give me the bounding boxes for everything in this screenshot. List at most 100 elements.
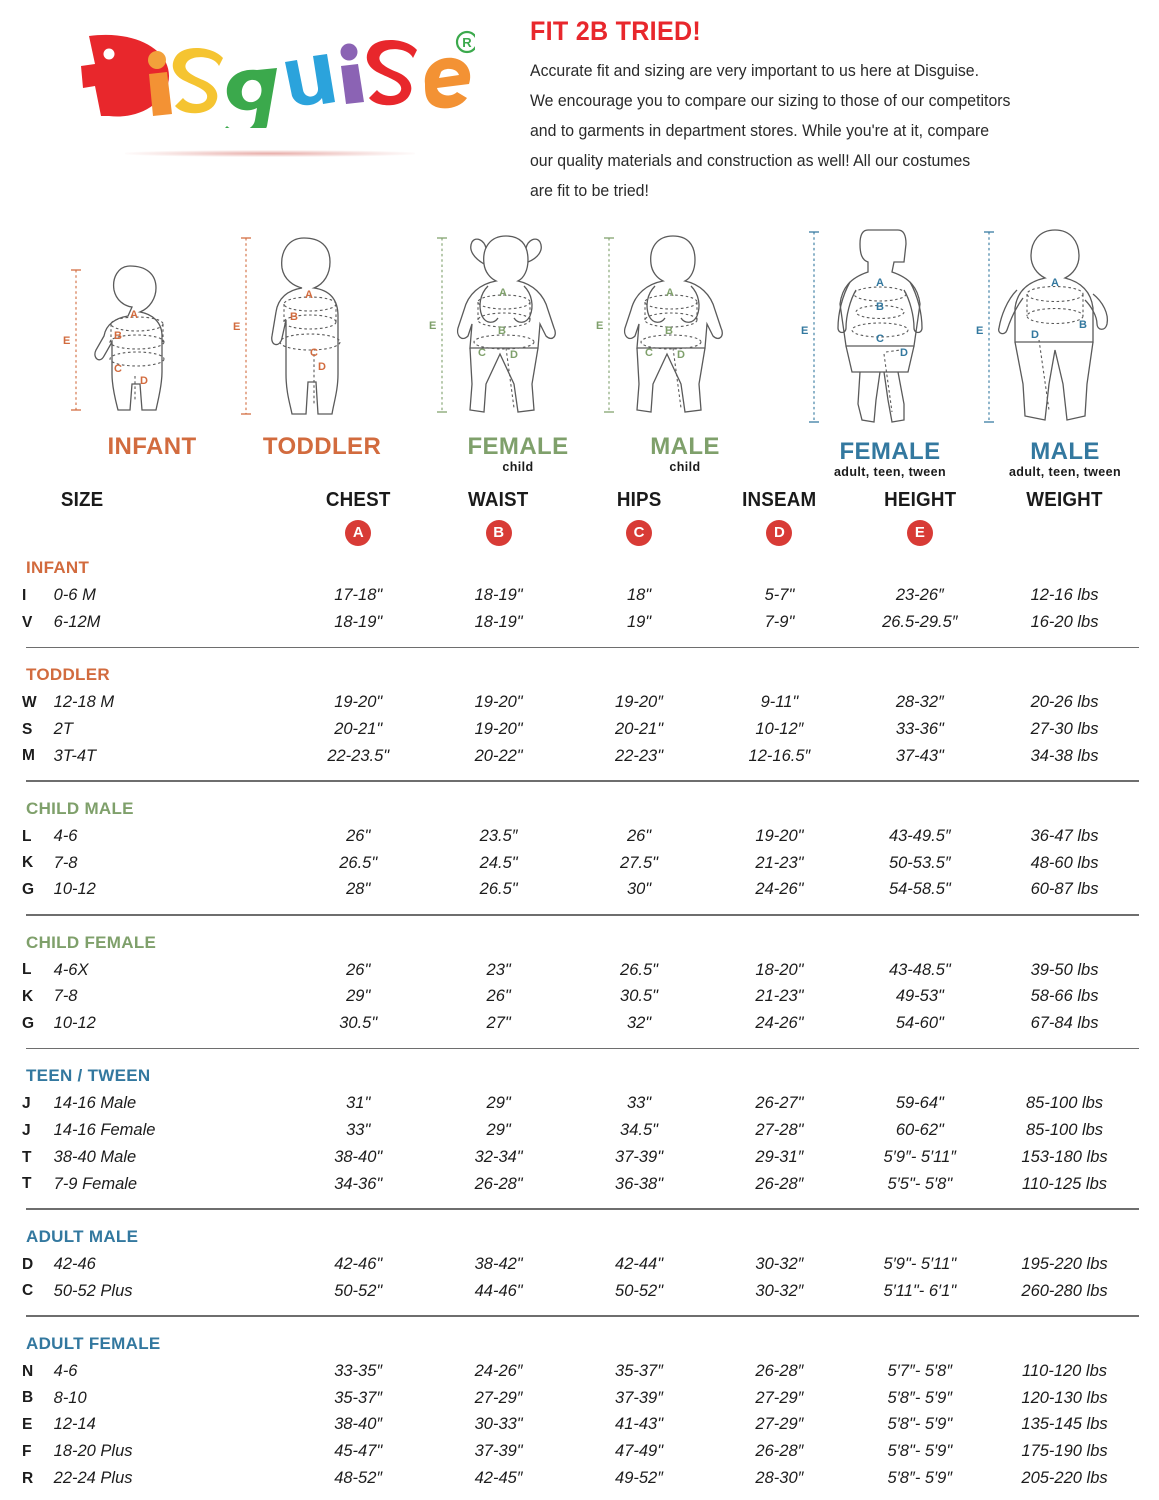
label-C: C xyxy=(114,363,122,375)
label-D: D xyxy=(1031,329,1039,341)
badge-b-icon: B xyxy=(485,520,512,547)
intro-line-4: our quality materials and construction a… xyxy=(530,152,971,171)
cell-waist: 26-28" xyxy=(474,1174,523,1193)
table-row: T 7-9 Female 34-36" 26-28" 36-38" 26-28″ 5′5"-… xyxy=(20,1171,1139,1198)
table-row: I 0-6 M 17-18" 18-19" 18" 5-7" 23-26″ 12-16 lbs xyxy=(20,582,1139,609)
table-row: L 4-6 26" 23.5″ 26" 19-20" 43-49.5″ 36-47 lbs xyxy=(20,823,1139,850)
figure-caption-infant: INFANT xyxy=(62,434,242,459)
figure-male-child: E A B C D MALE child xyxy=(595,224,775,474)
row-key: T xyxy=(22,1175,32,1193)
cell-hips: 32" xyxy=(626,1014,652,1033)
cell-hips: 27.5" xyxy=(620,853,659,872)
group-spacer xyxy=(20,1210,1139,1227)
figure-label: FEMALE xyxy=(467,433,569,461)
intro-title: FIT 2B TRIED! xyxy=(530,16,702,46)
header-spacer xyxy=(21,489,47,520)
cell-chest: 30.5" xyxy=(339,1014,378,1033)
table-row: N 4-6 33-35″ 24-26″ 35-37″ 26-28″ 5′7″- 5′8″ 11… xyxy=(20,1358,1139,1385)
cell-waist: 37-39" xyxy=(474,1442,523,1461)
cell-height: 37-43" xyxy=(895,746,944,765)
cell-inseam: 19-20" xyxy=(755,826,804,845)
cell-inseam: 7-9" xyxy=(764,612,795,631)
cell-hips: 18" xyxy=(626,586,652,605)
cell-chest: 26" xyxy=(346,826,371,845)
group-spacer xyxy=(20,648,1139,665)
cell-hips: 19" xyxy=(626,612,652,631)
cell-weight: 135-145 lbs xyxy=(1021,1415,1108,1434)
header-size: SIZE xyxy=(60,489,104,512)
table-row: B 8-10 35-37″ 27-29″ 37-39″ 27-29″ 5′8″- 5′9″ 1… xyxy=(20,1385,1139,1412)
figure-sublabel: child xyxy=(502,460,534,475)
row-key: G xyxy=(22,1014,35,1032)
cell-inseam: 21-23" xyxy=(755,987,804,1006)
row-key: V xyxy=(22,613,33,631)
header-weight: WEIGHT xyxy=(1026,489,1103,512)
cell-inseam: 24-26" xyxy=(755,880,804,899)
label-A: A xyxy=(666,287,674,299)
label-C: C xyxy=(876,333,884,345)
table-row: E 12-14 38-40″ 30-33" 41-43" 27-29″ 5′8"- 5′9"… xyxy=(20,1411,1139,1438)
intro-line-2: We encourage you to compare our sizing t… xyxy=(530,92,1011,111)
label-E: E xyxy=(233,321,240,333)
label-C: C xyxy=(310,347,318,359)
cell-chest: 45-47" xyxy=(334,1442,383,1461)
cell-weight: 39-50 lbs xyxy=(1030,960,1099,979)
cell-height: 60-62" xyxy=(895,1121,944,1140)
figure-male-child-art: E A B C D xyxy=(595,224,775,434)
svg-text:R: R xyxy=(462,35,472,50)
cell-weight: 12-16 lbs xyxy=(1030,586,1099,605)
figure-toddler-art: E A B C D xyxy=(232,224,412,434)
cell-inseam: 27-29″ xyxy=(755,1388,804,1407)
cell-weight: 120-130 lbs xyxy=(1021,1388,1108,1407)
table-row: M 3T-4T 22-23.5" 20-22" 22-23" 12-16.5″ 37-43"… xyxy=(20,743,1139,770)
group-spacer xyxy=(20,1049,1139,1066)
header-height: HEIGHT xyxy=(883,489,956,512)
cell-height: 59-64" xyxy=(895,1094,944,1113)
label-E: E xyxy=(976,325,983,337)
label-A: A xyxy=(499,287,507,299)
cell-inseam: 5-7" xyxy=(764,586,795,605)
badge-cell-waist: B xyxy=(428,520,568,558)
cell-waist: 29" xyxy=(486,1121,511,1140)
cell-weight: 175-190 lbs xyxy=(1021,1442,1108,1461)
table-row: L 4-6X 26" 23" 26.5" 18-20" 43-48.5" 39-50 lbs xyxy=(20,957,1139,984)
figure-caption-female-child: FEMALE child xyxy=(428,434,608,474)
disguise-wordmark-icon: R xyxy=(81,30,475,128)
figure-infant-art: E A B C D xyxy=(62,224,242,434)
row-size: 38-40 Male xyxy=(53,1147,137,1166)
cell-height: 43-48.5" xyxy=(888,960,951,979)
table-row: G 10-12 28" 26.5" 30" 24-26" 54-58.5" 60-87 lbs xyxy=(20,876,1139,903)
cell-inseam: 12-16.5″ xyxy=(748,746,811,765)
cell-waist: 44-46" xyxy=(474,1281,523,1300)
cell-weight: 48-60 lbs xyxy=(1030,853,1099,872)
cell-hips: 41-43" xyxy=(615,1415,664,1434)
cell-height: 33-36" xyxy=(895,719,944,738)
toddler-body-icon: E A B C D xyxy=(233,237,341,415)
cell-hips: 37-39" xyxy=(615,1147,664,1166)
cell-waist: 38-42" xyxy=(474,1254,523,1273)
cell-weight: 85-100 lbs xyxy=(1026,1094,1104,1113)
cell-hips: 36-38" xyxy=(615,1174,664,1193)
cell-hips: 35-37″ xyxy=(615,1361,664,1380)
cell-waist: 32-34" xyxy=(474,1147,523,1166)
cell-waist: 27" xyxy=(486,1014,511,1033)
cell-hips: 49-52″ xyxy=(615,1468,664,1487)
label-D: D xyxy=(900,347,908,359)
cell-weight: 110-120 lbs xyxy=(1022,1361,1108,1380)
cell-chest: 48-52″ xyxy=(334,1468,383,1487)
cell-hips: 30" xyxy=(626,880,652,899)
cell-weight: 36-47 lbs xyxy=(1030,826,1099,845)
label-B: B xyxy=(1079,319,1087,331)
group-label-child-male: CHILD MALE xyxy=(20,799,1139,823)
row-key: C xyxy=(22,1282,34,1300)
cell-weight: 20-26 lbs xyxy=(1030,693,1099,712)
group-divider xyxy=(20,1037,1139,1050)
label-A: A xyxy=(876,277,884,289)
label-E: E xyxy=(596,320,603,332)
cell-chest: 34-36" xyxy=(334,1174,383,1193)
table-row: T 38-40 Male 38-40" 32-34" 37-39" 29-31″ 5′9″-… xyxy=(20,1144,1139,1171)
label-B: B xyxy=(114,330,122,342)
row-size: 18-20 Plus xyxy=(53,1442,133,1461)
label-D: D xyxy=(677,349,685,361)
cell-hips: 26" xyxy=(626,826,652,845)
